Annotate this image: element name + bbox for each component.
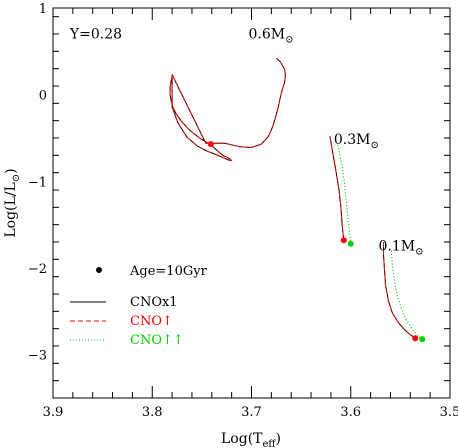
legend-age-dot xyxy=(96,267,102,273)
track-0p6-dashed xyxy=(169,57,286,161)
axis-ticks xyxy=(52,8,451,399)
y-tick-label: 0 xyxy=(39,89,47,104)
y-axis-title: Log(L/L⊙) xyxy=(3,168,22,237)
y-tick-label: −2 xyxy=(28,262,47,277)
annotation-label: 0.6M⊙ xyxy=(249,26,294,45)
age-point xyxy=(347,240,354,247)
x-tick-label: 3.7 xyxy=(241,405,262,420)
track-0p3-dotted xyxy=(337,144,352,244)
x-tick-label: 3.6 xyxy=(340,405,361,420)
x-tick-label: 3.8 xyxy=(142,405,163,420)
annotation-label: 0.1M⊙ xyxy=(379,239,424,258)
tick-labels: 3.9 3.8 3.7 3.6 3.5 1 0 −1 −2 −3 xyxy=(28,2,458,420)
age-point xyxy=(340,237,347,244)
x-tick-label: 3.9 xyxy=(43,405,64,420)
legend-cno-upup-label: CNO↑↑ xyxy=(130,333,184,348)
y-tick-label: 1 xyxy=(39,2,47,17)
annotation-label: Y=0.28 xyxy=(69,26,122,42)
y-tick-label: −3 xyxy=(28,349,47,364)
legend: Age=10Gyr CNOx1 CNO↑ CNO↑↑ xyxy=(70,264,208,348)
legend-cno-x1-label: CNOx1 xyxy=(130,295,178,310)
x-tick-label: 3.5 xyxy=(440,405,458,420)
x-axis-title: Log(Teff) xyxy=(221,431,281,448)
age-point xyxy=(412,335,419,342)
track-series xyxy=(169,57,423,340)
annotation-label: 0.3M⊙ xyxy=(334,132,379,151)
age-point xyxy=(419,336,426,343)
track-0p6-solid xyxy=(169,57,286,161)
track-0p3-dashed xyxy=(329,136,345,241)
plot-frame xyxy=(52,7,451,399)
legend-age-label: Age=10Gyr xyxy=(129,264,208,279)
legend-cno-up-label: CNO↑ xyxy=(130,314,173,329)
age-points xyxy=(207,141,426,343)
track-0p1-dashed xyxy=(383,242,416,339)
annotations: Y=0.28 0.6M⊙ 0.3M⊙ 0.1M⊙ xyxy=(69,26,424,257)
age-point xyxy=(207,141,214,148)
track-0p1-dotted xyxy=(390,250,423,340)
y-tick-label: −1 xyxy=(28,175,47,190)
